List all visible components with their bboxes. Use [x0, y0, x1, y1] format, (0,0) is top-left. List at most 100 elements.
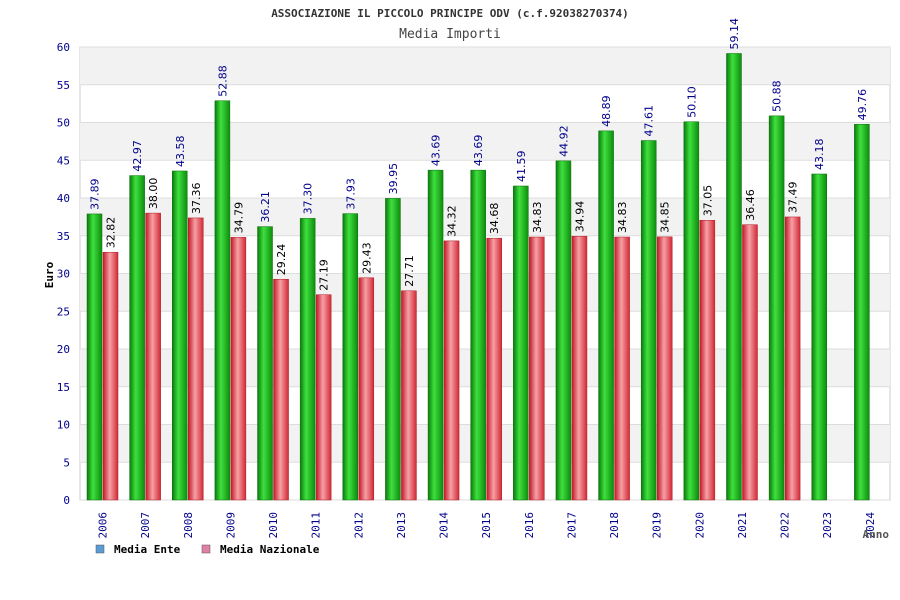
bar-media-nazionale-2008: [188, 217, 204, 501]
bar-media-ente-2012: [342, 213, 359, 501]
bar-media-ente-2016: [513, 185, 529, 501]
bar-media-ente-2022: [768, 115, 785, 501]
bar-media-nazionale-2009: [230, 237, 247, 501]
y-axis-label: Euro: [43, 261, 56, 288]
x-tick-label: 2017: [565, 512, 578, 539]
bar-media-nazionale-2011: [315, 294, 332, 501]
data-label: 34.85: [659, 201, 672, 233]
x-tick-label: 2014: [438, 512, 451, 539]
data-label: 48.89: [600, 95, 613, 127]
x-tick-label: 2011: [310, 512, 323, 539]
x-tick-label: 2024: [864, 512, 877, 539]
x-tick-label: 2020: [693, 512, 706, 539]
x-tick-label: 2022: [779, 512, 792, 539]
bar-media-ente-2020: [683, 121, 700, 501]
legend-label: Media Ente: [114, 543, 181, 556]
bar-media-nazionale-2012: [358, 277, 375, 501]
bar-media-ente-2010: [257, 226, 273, 501]
data-label: 34.68: [488, 203, 501, 235]
data-label: 44.92: [557, 125, 570, 157]
x-axis-label: Anno: [863, 528, 890, 541]
bar-media-ente-2019: [640, 140, 657, 501]
data-label: 43.69: [472, 135, 485, 167]
data-label: 50.88: [771, 80, 784, 112]
data-label: 59.14: [728, 18, 741, 50]
bar-media-nazionale-2022: [784, 216, 801, 501]
grid-band: [80, 47, 890, 85]
y-tick-label: 35: [57, 230, 70, 243]
legend: Media Ente Media Nazionale: [95, 543, 320, 556]
bar-media-ente-2018: [598, 130, 614, 501]
x-tick-label: 2019: [651, 512, 664, 539]
x-tick-label: 2013: [395, 512, 408, 539]
y-tick-label: 45: [57, 154, 70, 167]
x-tick-label: 2021: [736, 512, 749, 539]
bar-media-nazionale-2007: [145, 212, 161, 501]
y-tick-label: 50: [57, 117, 70, 130]
bar-media-ente-2024: [854, 124, 870, 501]
data-label: 37.89: [89, 178, 102, 210]
x-tick-label: 2007: [139, 512, 152, 539]
x-tick-label: 2009: [224, 512, 237, 539]
bar-media-nazionale-2017: [571, 235, 588, 501]
bar-media-ente-2021: [726, 53, 742, 501]
y-tick-label: 55: [57, 79, 70, 92]
x-tick-label: 2008: [182, 512, 195, 539]
bar-media-nazionale-2010: [273, 278, 289, 501]
data-label: 29.24: [275, 244, 288, 276]
legend-swatch: [95, 544, 105, 554]
data-label: 37.93: [344, 178, 357, 210]
data-label: 36.46: [744, 189, 757, 221]
chart-title: ASSOCIAZIONE IL PICCOLO PRINCIPE ODV (c.…: [271, 7, 629, 20]
data-label: 52.88: [216, 65, 229, 96]
bar-media-nazionale-2013: [401, 290, 417, 501]
data-label: 42.97: [131, 140, 144, 172]
y-tick-label: 60: [57, 41, 70, 54]
bar-media-ente-2006: [86, 213, 103, 501]
data-label: 34.94: [573, 201, 586, 233]
bar-media-nazionale-2014: [443, 240, 460, 501]
bar-media-ente-2007: [129, 175, 145, 501]
bar-media-nazionale-2021: [742, 224, 758, 501]
data-label: 37.49: [787, 181, 800, 213]
x-axis-ticks: 2006 2007 2008 2009 2010 2011 2012 2013 2014 2015…: [97, 512, 877, 539]
x-tick-label: 2018: [608, 512, 621, 539]
y-tick-label: 15: [57, 381, 70, 394]
y-tick-label: 40: [57, 192, 70, 205]
bar-media-nazionale-2016: [529, 236, 545, 501]
legend-label: Media Nazionale: [220, 543, 320, 556]
bar-media-nazionale-2015: [486, 237, 502, 501]
bar-media-ente-2008: [172, 170, 188, 501]
bar-media-ente-2014: [427, 169, 444, 501]
data-label: 37.36: [190, 182, 203, 214]
data-label: 32.82: [105, 217, 118, 249]
y-tick-label: 10: [57, 419, 70, 432]
data-label: 27.19: [318, 259, 331, 291]
data-label: 38.00: [147, 178, 160, 210]
bar-media-ente-2017: [555, 160, 572, 501]
bar-media-ente-2015: [470, 169, 486, 501]
x-tick-label: 2023: [821, 512, 834, 539]
y-tick-label: 0: [63, 494, 70, 507]
data-label: 37.05: [701, 185, 714, 217]
y-tick-label: 25: [57, 305, 70, 318]
data-label: 34.79: [232, 202, 245, 233]
bar-media-nazionale-2006: [102, 251, 119, 501]
y-axis-ticks: 0 5 10 15 20 25 30 35 40 45 50 55 60: [57, 41, 70, 507]
bar-media-nazionale-2018: [614, 236, 630, 501]
y-tick-label: 5: [63, 456, 70, 469]
x-tick-label: 2015: [480, 512, 493, 539]
bar-media-ente-2023: [811, 173, 827, 501]
data-label: 34.32: [446, 205, 459, 237]
data-label: 27.71: [403, 255, 416, 287]
data-label: 34.83: [531, 202, 544, 234]
x-tick-label: 2016: [523, 512, 536, 539]
data-label: 43.18: [813, 138, 826, 170]
x-tick-label: 2010: [267, 512, 280, 539]
data-label: 50.10: [685, 86, 698, 118]
x-tick-label: 2006: [97, 512, 110, 539]
data-label: 36.21: [259, 191, 272, 223]
legend-swatch: [201, 544, 211, 554]
